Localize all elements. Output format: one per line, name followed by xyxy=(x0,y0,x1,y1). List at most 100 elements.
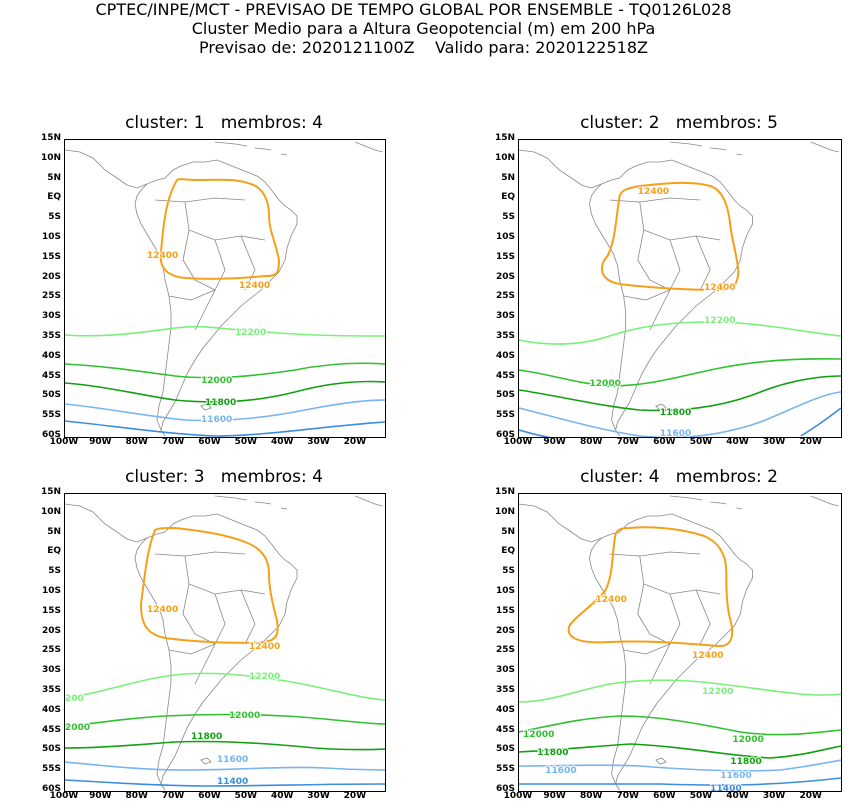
contour-label: 200 xyxy=(65,694,84,704)
lat-tick-label: 20S xyxy=(495,271,515,282)
lat-tick-label: 5N xyxy=(47,526,61,537)
lat-tick-label: 30S xyxy=(41,665,61,676)
lon-tick-label: 100W xyxy=(503,791,533,801)
coastline xyxy=(154,551,266,685)
lat-tick-label: 30S xyxy=(495,311,515,322)
lat-tick-label: 40S xyxy=(41,350,61,361)
lat-tick-label: 35S xyxy=(495,685,515,695)
lon-tick-label: 40W xyxy=(270,437,294,447)
lon-tick-label: 30W xyxy=(762,791,786,801)
lat-tick-label: 5N xyxy=(501,526,515,537)
contour-12200 xyxy=(519,679,841,703)
lat-tick-label: 5S xyxy=(48,212,61,223)
contour-label: 12400 xyxy=(704,283,735,293)
header-line-3: Previsao de: 2020121100Z Valido para: 20… xyxy=(199,38,648,57)
lon-tick-label: 70W xyxy=(616,437,639,447)
lat-tick-label: 25S xyxy=(495,291,515,302)
contour-label: 11800 xyxy=(205,398,236,408)
lat-tick-label: 45S xyxy=(41,724,61,735)
lon-tick-label: 50W xyxy=(234,437,258,447)
lat-tick-label: 40S xyxy=(41,704,61,715)
lon-tick-label: 60W xyxy=(653,437,676,447)
lat-tick-label: 25S xyxy=(41,291,61,302)
header-line-2: Cluster Medio para a Altura Geopotencial… xyxy=(191,19,656,38)
contour-11400 xyxy=(519,407,841,437)
lat-tick-label: 45S xyxy=(41,370,61,381)
contour-12400 xyxy=(159,178,281,280)
coastline xyxy=(609,551,721,685)
coastline xyxy=(354,495,384,507)
map-svg: 12400 12400 12200 12000 12000 11800 11800 11600… xyxy=(519,495,841,791)
contour-label: 12200 xyxy=(235,328,266,338)
lat-tick-label: 10N xyxy=(494,506,515,517)
lon-tick-label: 90W xyxy=(89,437,112,447)
contour-label: 12000 xyxy=(201,376,232,386)
contour-label: 11800 xyxy=(191,732,222,742)
contour-label: 11600 xyxy=(660,429,691,437)
lat-tick-label: 55S xyxy=(41,410,61,421)
contour-12400 xyxy=(600,181,740,292)
contour-label: 12400 xyxy=(638,187,669,197)
lon-tick-label: 20W xyxy=(799,791,822,801)
lat-tick-label: 5S xyxy=(502,566,515,577)
contour-label: 11400 xyxy=(710,784,741,791)
lon-tick-label: 30W xyxy=(307,437,330,447)
lat-tick-label: 20S xyxy=(41,625,61,636)
coastline xyxy=(134,537,172,785)
contour-12000 xyxy=(519,715,841,736)
lat-tick-label: 40S xyxy=(495,704,515,715)
panel-title-3: cluster: 3 membros: 4 xyxy=(125,467,323,487)
lon-tick-label: 20W xyxy=(343,437,367,447)
map-panel-2: 12400 12400 12200 12000 11800 11600 xyxy=(518,139,842,438)
coastline xyxy=(200,403,212,411)
contour-11600 xyxy=(519,391,841,437)
coastline xyxy=(354,141,384,153)
contour-label: 12000 xyxy=(229,711,260,721)
contour-12200 xyxy=(519,321,841,345)
lat-tick-label: 15N xyxy=(494,133,515,143)
contour-label: 12400 xyxy=(147,605,178,615)
lat-tick-label: 40S xyxy=(495,350,515,361)
lat-tick-label: 30S xyxy=(495,665,515,676)
lat-tick-label: 45S xyxy=(495,370,515,381)
lat-tick-label: 5N xyxy=(47,172,61,183)
coastline xyxy=(589,183,627,431)
lon-tick-label: 50W xyxy=(234,791,258,801)
lon-tick-label: 100W xyxy=(49,437,79,447)
coastline xyxy=(65,149,298,437)
lat-tick-label: 10N xyxy=(40,152,61,163)
contour-label: 11400 xyxy=(217,777,248,787)
contour-11600 xyxy=(519,759,841,772)
lat-tick-label: 25S xyxy=(495,645,515,656)
coastline xyxy=(655,757,667,765)
lat-tick-label: 50S xyxy=(495,390,515,401)
lat-tick-label: 35S xyxy=(41,685,61,695)
map-svg: 12400 12400 12200 200 12000 2000 11800 11600 114… xyxy=(65,495,385,791)
lon-tick-label: 80W xyxy=(125,791,148,801)
contour-12400 xyxy=(567,526,734,648)
panel-title-4: cluster: 4 membros: 2 xyxy=(580,467,778,487)
lat-tick-label: EQ xyxy=(47,546,61,557)
contour-label: 11600 xyxy=(545,766,576,776)
contour-label: 12000 xyxy=(523,730,554,740)
contour-label: 12000 xyxy=(589,379,620,389)
coastline xyxy=(519,149,753,437)
header-line-1: CPTEC/INPE/MCT - PREVISAO DE TEMPO GLOBA… xyxy=(95,0,732,19)
contour-label: 11600 xyxy=(720,771,751,781)
coastline xyxy=(134,183,172,431)
lat-tick-label: 15S xyxy=(41,605,61,616)
lon-tick-label: 20W xyxy=(799,437,822,447)
lat-tick-label: 10S xyxy=(495,232,515,242)
contour-12400 xyxy=(139,526,279,644)
coastline xyxy=(669,495,743,510)
contour-12000 xyxy=(65,362,385,379)
lat-tick-label: 10S xyxy=(41,232,61,242)
lon-tick-label: 80W xyxy=(579,791,603,801)
contour-11600 xyxy=(65,761,385,771)
contour-11400 xyxy=(519,777,841,786)
lat-tick-label: 10N xyxy=(40,506,61,517)
coastline xyxy=(655,403,667,411)
lat-tick-label: 10S xyxy=(41,586,61,596)
contour-11800 xyxy=(519,375,841,412)
contour-11400 xyxy=(65,779,385,787)
